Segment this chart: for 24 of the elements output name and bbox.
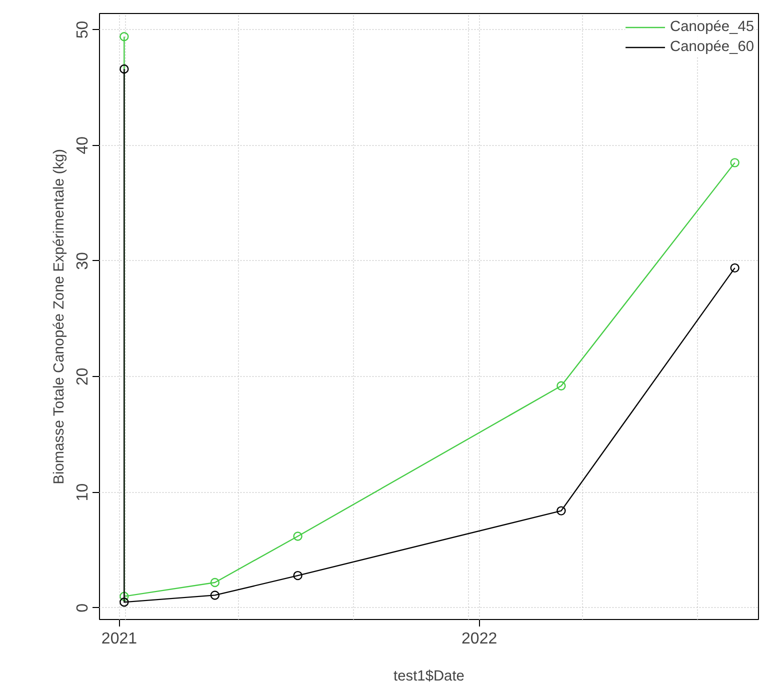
point xyxy=(730,263,740,273)
point xyxy=(293,532,302,541)
y-tick-label: 40 xyxy=(74,136,92,154)
y-tick-label: 20 xyxy=(74,368,92,386)
x-tick-label: 2022 xyxy=(462,630,498,648)
y-axis-title: Biomasse Totale Canopée Zone Expérimentale (kg) xyxy=(52,148,68,484)
y-tick-label: 50 xyxy=(74,20,92,39)
point xyxy=(730,158,740,168)
point xyxy=(210,578,220,588)
x-axis-title: test1$Date xyxy=(394,668,464,684)
y-tick-label: 10 xyxy=(74,483,92,502)
point xyxy=(120,592,129,601)
point xyxy=(120,32,129,42)
point xyxy=(293,570,302,580)
legend-label: Canopée_45 xyxy=(670,19,754,35)
legend-label: Canopée_60 xyxy=(670,39,754,55)
point xyxy=(210,590,220,600)
y-tick-label: 0 xyxy=(74,603,92,612)
point xyxy=(556,381,566,390)
point xyxy=(556,506,566,516)
point xyxy=(120,64,129,74)
y-tick-label: 30 xyxy=(74,252,92,270)
x-tick-label: 2021 xyxy=(101,630,138,648)
point xyxy=(120,598,129,607)
